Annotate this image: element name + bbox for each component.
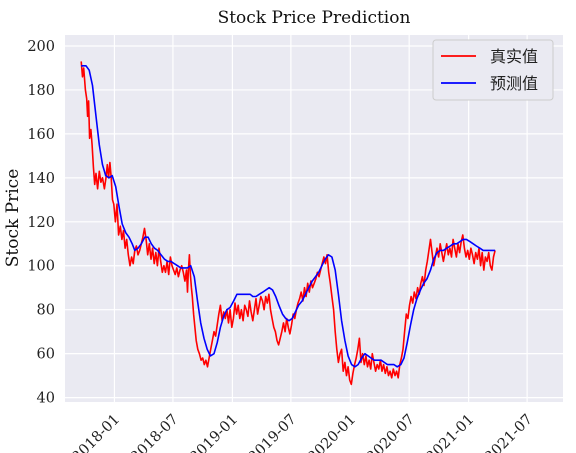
legend-box [432,39,554,101]
y-axis-label: Stock Price [3,169,23,268]
y-tick-label-120: 120 [27,215,55,231]
y-tick-label-160: 160 [27,127,55,143]
y-tick-label-80: 80 [37,303,55,319]
y-tick-label-180: 180 [27,83,55,99]
legend: 真实值 预测值 [432,39,554,101]
y-tick-label-40: 40 [37,391,55,407]
y-tick-label-60: 60 [37,347,55,363]
y-tick-labels: 40 60 80 100 120 140 160 180 200 [27,39,55,407]
chart-title: Stock Price Prediction [218,8,411,28]
legend-label-actual: 真实值 [490,47,538,66]
series-layer [80,61,496,386]
series-line-predicted [81,65,496,368]
y-tick-label-200: 200 [27,39,55,55]
y-tick-label-140: 140 [27,171,55,187]
y-tick-label-100: 100 [27,259,55,275]
legend-label-predicted: 预测值 [490,74,538,93]
